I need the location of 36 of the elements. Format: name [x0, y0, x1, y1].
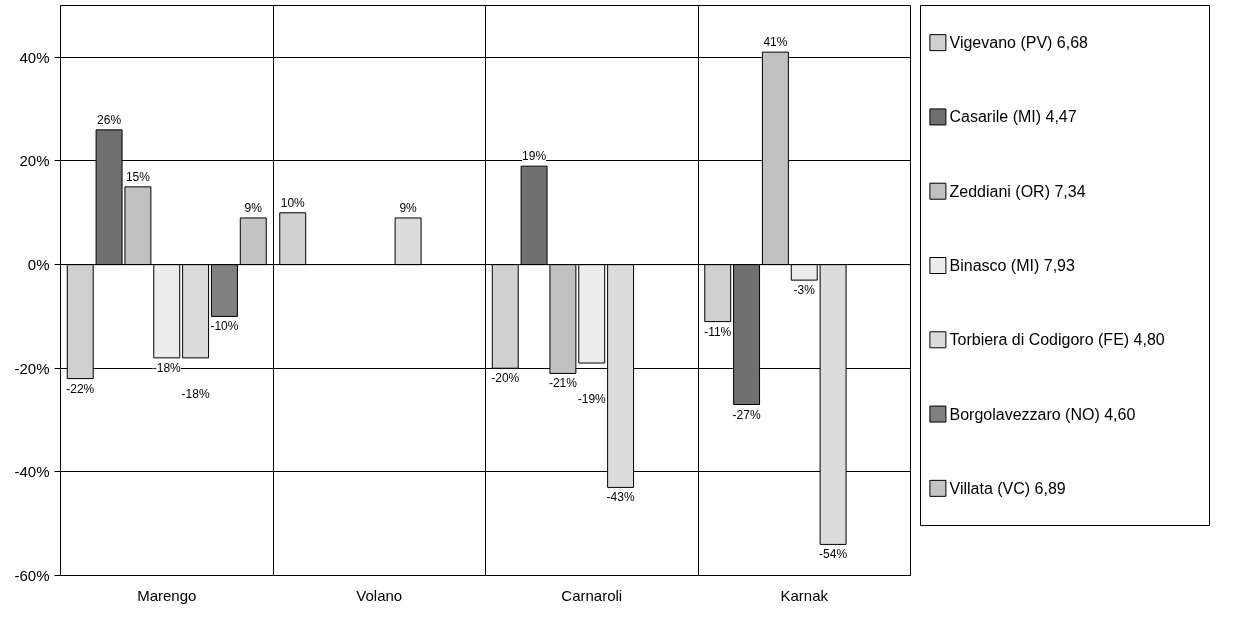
- legend-label: Zeddiani (OR) 7,34: [949, 182, 1086, 200]
- data-label: -11%: [704, 324, 732, 339]
- data-label: -27%: [732, 407, 761, 422]
- y-tick-label: -40%: [14, 463, 50, 481]
- data-label: 9%: [399, 200, 418, 215]
- legend-label: Binasco (MI) 7,93: [949, 257, 1075, 274]
- data-label: -3%: [793, 283, 816, 298]
- x-tick-label: Carnaroli: [561, 586, 623, 604]
- x-tick-label: Marengo: [137, 586, 197, 604]
- x-tick-label: Volano: [356, 586, 403, 604]
- data-label: -54%: [819, 547, 848, 562]
- legend-label: Torbiera di Codigoro (FE) 4,80: [949, 331, 1165, 349]
- data-label: -22%: [66, 381, 95, 396]
- data-label: -18%: [181, 386, 210, 401]
- data-label: 26%: [97, 112, 122, 127]
- data-label: 19%: [522, 149, 547, 164]
- y-tick-label: 40%: [19, 48, 50, 66]
- data-label: -19%: [577, 392, 607, 407]
- y-tick-label: 0%: [27, 256, 50, 274]
- data-label: 10%: [280, 195, 306, 210]
- legend-label: Casarile (MI) 4,47: [949, 108, 1077, 126]
- legend-label: Vigevano (PV) 6,68: [949, 34, 1089, 52]
- legend-label: Villata (VC) 6,89: [949, 479, 1066, 497]
- y-tick-label: -20%: [14, 359, 50, 377]
- x-tick-label: Karnak: [780, 586, 829, 604]
- data-label: 41%: [763, 35, 788, 50]
- data-label: -21%: [548, 376, 578, 391]
- legend-label: Borgolavezzaro (NO) 4,60: [949, 405, 1136, 423]
- data-label: 15%: [125, 169, 151, 184]
- data-label: -20%: [491, 371, 520, 386]
- data-label: -10%: [210, 319, 239, 334]
- data-label: -43%: [606, 490, 635, 505]
- y-tick-label: -60%: [14, 567, 50, 584]
- y-tick-label: 20%: [19, 152, 50, 170]
- data-label: -18%: [152, 360, 182, 375]
- data-label: 9%: [244, 200, 263, 215]
